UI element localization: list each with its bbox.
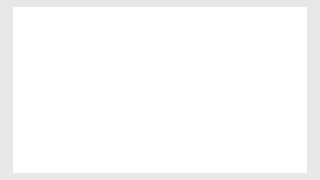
- Text: Causes of rejuvenation: Causes of rejuvenation: [44, 49, 276, 67]
- Text: Characteristics polycyclic landforms: Characteristics polycyclic landforms: [45, 99, 275, 110]
- Text: (UPPSC 2011): (UPPSC 2011): [116, 120, 204, 132]
